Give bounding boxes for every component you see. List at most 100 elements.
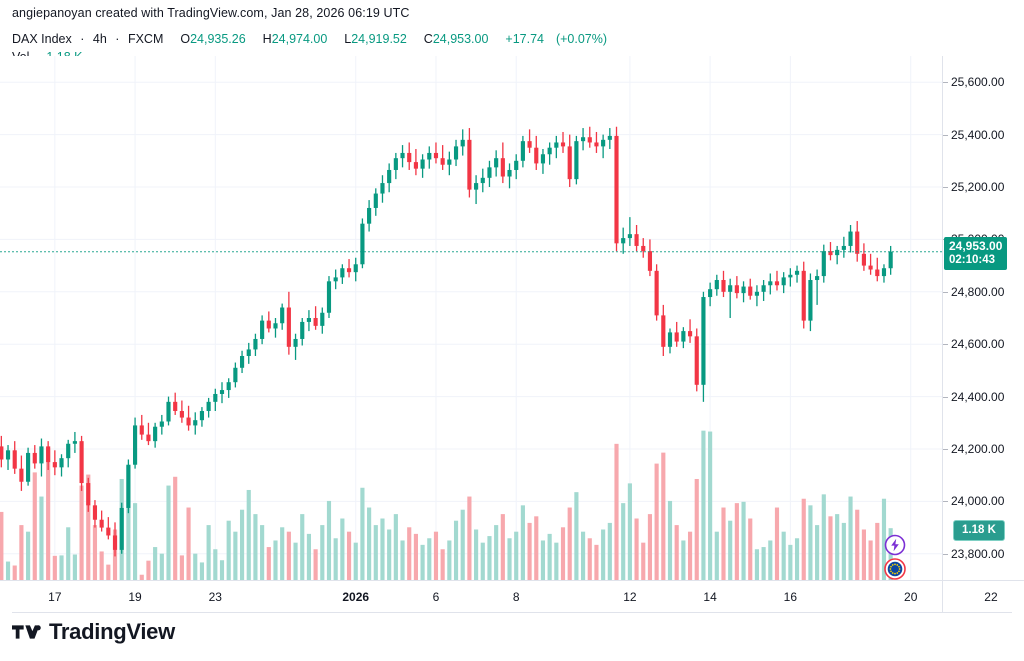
axis-corner-divider xyxy=(942,581,943,613)
candle-body xyxy=(453,146,459,160)
volume-bar xyxy=(868,540,873,580)
volume-bar xyxy=(601,529,606,580)
volume-bar xyxy=(647,514,653,580)
volume-bar xyxy=(246,489,251,580)
time-tick-label: 16 xyxy=(783,590,798,604)
volume-bar xyxy=(754,549,759,580)
volume-bar xyxy=(728,520,733,580)
candle-body xyxy=(133,425,138,465)
candle-body xyxy=(788,274,793,278)
current-price-badge[interactable]: 24,953.00 02:10:43 xyxy=(944,236,1008,270)
bar-countdown: 02:10:43 xyxy=(949,253,996,266)
volume-bar xyxy=(233,531,238,580)
legend-close-value: 24,953.00 xyxy=(432,32,489,46)
volume-bar xyxy=(293,542,298,580)
candle-body xyxy=(5,450,11,460)
price-axis[interactable]: 25,600.0025,400.0025,200.0025,000.0024,8… xyxy=(942,56,1024,580)
price-tick-dash xyxy=(943,291,948,293)
legend-interval[interactable]: 4h xyxy=(92,32,107,46)
volume-bar xyxy=(681,540,686,580)
candle-body xyxy=(500,158,505,177)
candle-body xyxy=(674,332,679,342)
price-tick-label: 23,800.00 xyxy=(943,547,1004,561)
volume-bar xyxy=(460,509,465,580)
volume-bar xyxy=(634,518,639,580)
attribution-text: angiepanoyan created with TradingView.co… xyxy=(12,6,410,20)
candle-body xyxy=(801,270,806,321)
time-tick-label: 12 xyxy=(623,590,637,604)
candle-body xyxy=(828,251,833,256)
candle-body xyxy=(694,336,699,385)
volume-bar xyxy=(467,496,472,580)
candle-body xyxy=(721,280,726,292)
volume-bar xyxy=(507,538,512,580)
volume-bar xyxy=(313,549,318,580)
volume-bar xyxy=(79,485,84,580)
volume-bar xyxy=(306,533,311,580)
candle-body xyxy=(661,315,666,347)
tradingview-logo[interactable]: TradingView xyxy=(12,620,175,644)
candle-body xyxy=(881,268,887,277)
volume-bar xyxy=(166,485,171,580)
footer-divider xyxy=(12,612,1012,613)
candle-body xyxy=(781,277,786,286)
volume-bar xyxy=(326,500,332,580)
legend-exchange: FXCM xyxy=(127,32,164,46)
candle-body xyxy=(226,382,231,391)
legend-ohlc-row: DAX Index · 4h · FXCM O24,935.26 H24,974… xyxy=(12,31,607,47)
candle-body xyxy=(367,207,372,224)
volume-bar xyxy=(547,533,552,580)
candle-body xyxy=(587,137,592,143)
price-tick-dash xyxy=(943,344,948,346)
volume-bar xyxy=(380,518,385,580)
price-tick-dash xyxy=(943,187,948,188)
volume-bar xyxy=(52,555,57,580)
volume-bar xyxy=(821,494,826,580)
volume-bar xyxy=(133,503,138,580)
volume-bar xyxy=(627,483,632,580)
volume-bar xyxy=(614,443,619,580)
volume-bar xyxy=(487,536,492,580)
time-tick-label: 23 xyxy=(208,590,222,604)
volume-bar xyxy=(126,465,131,580)
candle-body xyxy=(112,535,118,550)
volume-bar xyxy=(353,542,358,580)
volume-bar xyxy=(774,507,780,580)
time-tick-label: 17 xyxy=(48,590,62,604)
candle-body xyxy=(39,446,44,464)
volume-bar xyxy=(199,562,205,580)
lightning-marker-icon[interactable] xyxy=(884,534,906,556)
volume-bar xyxy=(0,511,4,580)
candle-body xyxy=(219,390,225,394)
time-tick-label: 22 xyxy=(984,590,998,604)
volume-bar xyxy=(587,538,592,580)
legend-high-value: 24,974.00 xyxy=(271,32,328,46)
volume-bar xyxy=(687,531,693,580)
candle-body xyxy=(634,234,639,246)
candle-body xyxy=(273,323,278,329)
volume-bar xyxy=(400,540,405,580)
candle-body xyxy=(59,458,64,468)
volume-bar xyxy=(654,463,659,580)
volume-bar xyxy=(694,478,699,580)
volume-bar xyxy=(594,544,599,580)
time-axis[interactable]: 17192320266812141620222628 xyxy=(0,580,1024,613)
volume-bar xyxy=(741,501,746,580)
candle-body xyxy=(514,160,519,170)
chart-legend: DAX Index · 4h · FXCM O24,935.26 H24,974… xyxy=(12,31,607,65)
candle-body xyxy=(794,270,800,275)
time-tick-label: 2026 xyxy=(342,590,370,604)
volume-bar xyxy=(661,452,666,580)
volume-bar xyxy=(32,472,37,580)
legend-open-label: O xyxy=(180,32,191,46)
candle-body xyxy=(487,167,492,178)
chart-plot-area[interactable] xyxy=(0,56,942,580)
legend-symbol[interactable]: DAX Index xyxy=(12,32,72,46)
volume-bar xyxy=(59,555,64,580)
eu-flag-marker-icon[interactable] xyxy=(884,558,906,580)
volume-bar xyxy=(106,564,111,580)
volume-bar xyxy=(534,516,539,580)
volume-badge[interactable]: 1.18 K xyxy=(953,520,1005,542)
candle-body xyxy=(173,401,178,412)
volume-bar xyxy=(320,525,325,580)
